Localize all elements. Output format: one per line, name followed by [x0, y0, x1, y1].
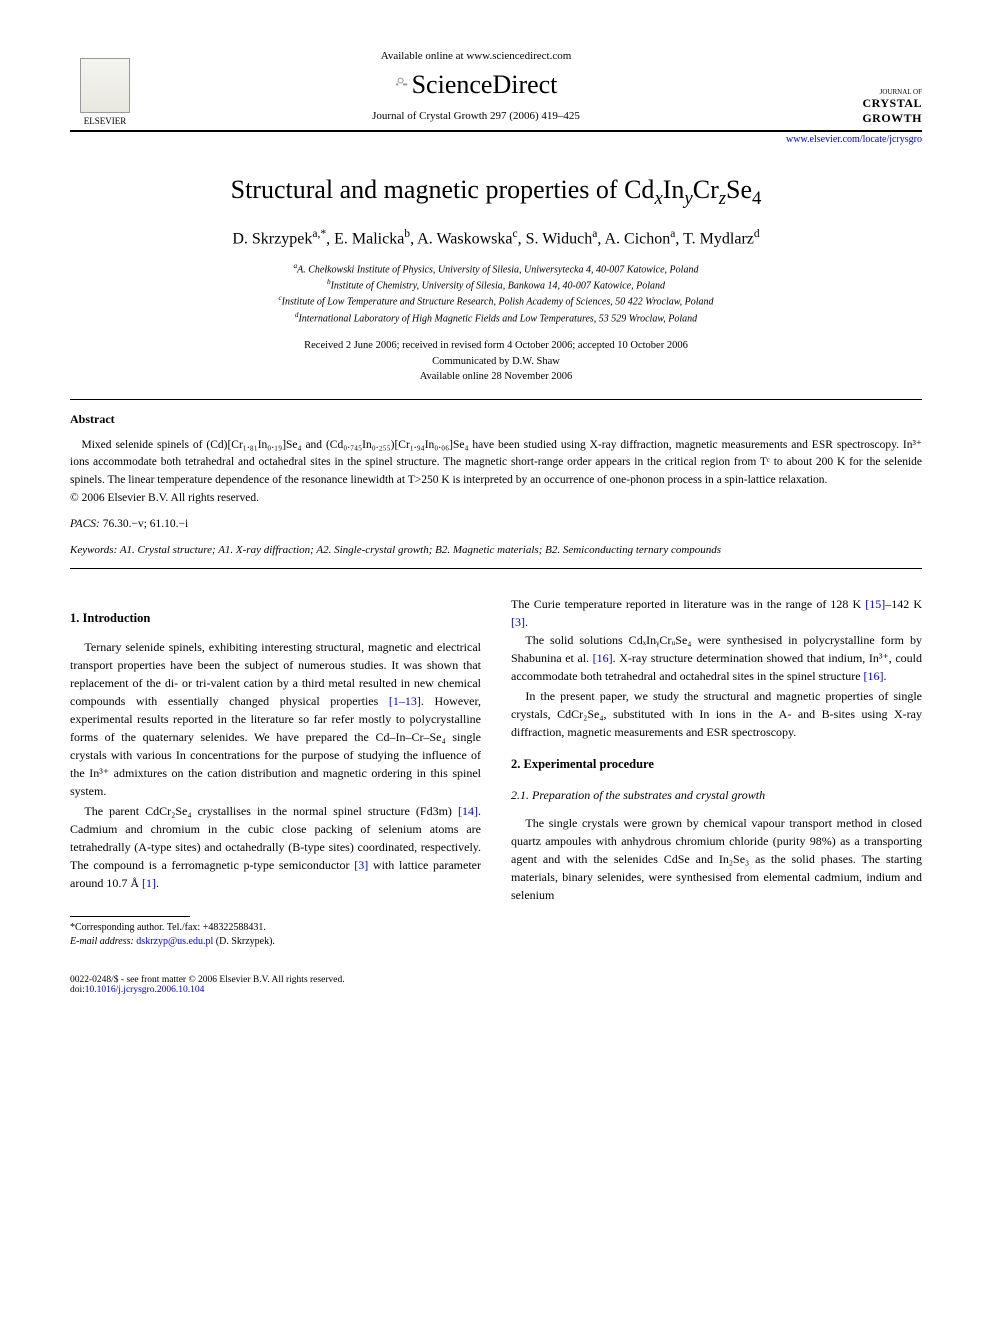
- ref-link[interactable]: [15]: [865, 597, 885, 611]
- ref-link[interactable]: [3]: [511, 615, 525, 629]
- citation-line: Journal of Crystal Growth 297 (2006) 419…: [140, 110, 812, 122]
- ref-link[interactable]: [1–13]: [389, 694, 421, 708]
- elsevier-tree-icon: [80, 58, 130, 113]
- abstract-heading: Abstract: [70, 412, 922, 427]
- intro-para-1: Ternary selenide spinels, exhibiting int…: [70, 638, 481, 800]
- email-link[interactable]: dskrzyp@us.edu.pl: [136, 936, 213, 947]
- journal-title-block: JOURNAL OF CRYSTAL GROWTH: [812, 88, 922, 126]
- article-dates: Received 2 June 2006; received in revise…: [70, 338, 922, 385]
- sd-name: ScienceDirect: [412, 70, 558, 100]
- journal-of-label: JOURNAL OF: [812, 88, 922, 96]
- intro-para-2: The parent CdCr₂Se₄ crystallises in the …: [70, 802, 481, 892]
- left-column: 1. Introduction Ternary selenide spinels…: [70, 595, 481, 949]
- doi-link[interactable]: 10.1016/j.jcrysgro.2006.10.104: [85, 985, 205, 995]
- pacs-line: PACS: 76.30.−v; 61.10.−i: [70, 518, 922, 530]
- journal-crystal: CRYSTAL: [812, 96, 922, 111]
- abstract-copyright: © 2006 Elsevier B.V. All rights reserved…: [70, 492, 922, 504]
- keywords-line: Keywords: A1. Crystal structure; A1. X-r…: [70, 544, 922, 556]
- present-paper-para: In the present paper, we study the struc…: [511, 687, 922, 741]
- corresponding-author-footnote: *Corresponding author. Tel./fax: +483225…: [70, 921, 481, 949]
- authors-line: D. Skrzypeka,*, E. Malickab, A. Waskowsk…: [70, 228, 922, 248]
- elsevier-logo: ELSEVIER: [70, 58, 140, 126]
- ref-link[interactable]: [16]: [593, 651, 613, 665]
- experimental-para-1: The single crystals were grown by chemic…: [511, 814, 922, 904]
- article-title: Structural and magnetic properties of Cd…: [70, 175, 922, 210]
- body-columns: 1. Introduction Ternary selenide spinels…: [70, 595, 922, 949]
- journal-growth: GROWTH: [812, 111, 922, 126]
- ref-link[interactable]: [1]: [142, 876, 156, 890]
- front-matter-line: 0022-0248/$ - see front matter © 2006 El…: [70, 975, 345, 985]
- abstract-body: Mixed selenide spinels of (Cd)[Cr₁.₈₁In₀…: [70, 437, 922, 489]
- section-2-1-heading: 2.1. Preparation of the substrates and c…: [511, 786, 922, 804]
- ref-link[interactable]: [16]: [864, 669, 884, 683]
- right-column: The Curie temperature reported in litera…: [511, 595, 922, 949]
- footnote-separator: [70, 916, 190, 917]
- curie-temp-para: The Curie temperature reported in litera…: [511, 595, 922, 631]
- sd-dots-icon: ∙°∙∙: [395, 74, 406, 97]
- section-2-heading: 2. Experimental procedure: [511, 755, 922, 774]
- journal-url[interactable]: www.elsevier.com/locate/jcrysgro: [70, 134, 922, 145]
- ref-link[interactable]: [3]: [354, 858, 368, 872]
- sciencedirect-block: Available online at www.sciencedirect.co…: [140, 50, 812, 126]
- separator-rule-2: [70, 568, 922, 569]
- solid-solutions-para: The solid solutions CdₓInᵧCrᵤSe₄ were sy…: [511, 631, 922, 685]
- affiliations: aA. Chełkowski Institute of Physics, Uni…: [70, 261, 922, 326]
- ref-link[interactable]: [14]: [458, 804, 478, 818]
- doi-line: doi:10.1016/j.jcrysgro.2006.10.104: [70, 985, 345, 995]
- elsevier-label: ELSEVIER: [84, 116, 127, 126]
- separator-rule: [70, 399, 922, 400]
- sciencedirect-logo: ∙°∙∙ ScienceDirect: [140, 70, 812, 100]
- journal-header: ELSEVIER Available online at www.science…: [70, 50, 922, 132]
- available-online-text: Available online at www.sciencedirect.co…: [140, 50, 812, 62]
- page-footer: 0022-0248/$ - see front matter © 2006 El…: [70, 975, 922, 995]
- section-1-heading: 1. Introduction: [70, 609, 481, 628]
